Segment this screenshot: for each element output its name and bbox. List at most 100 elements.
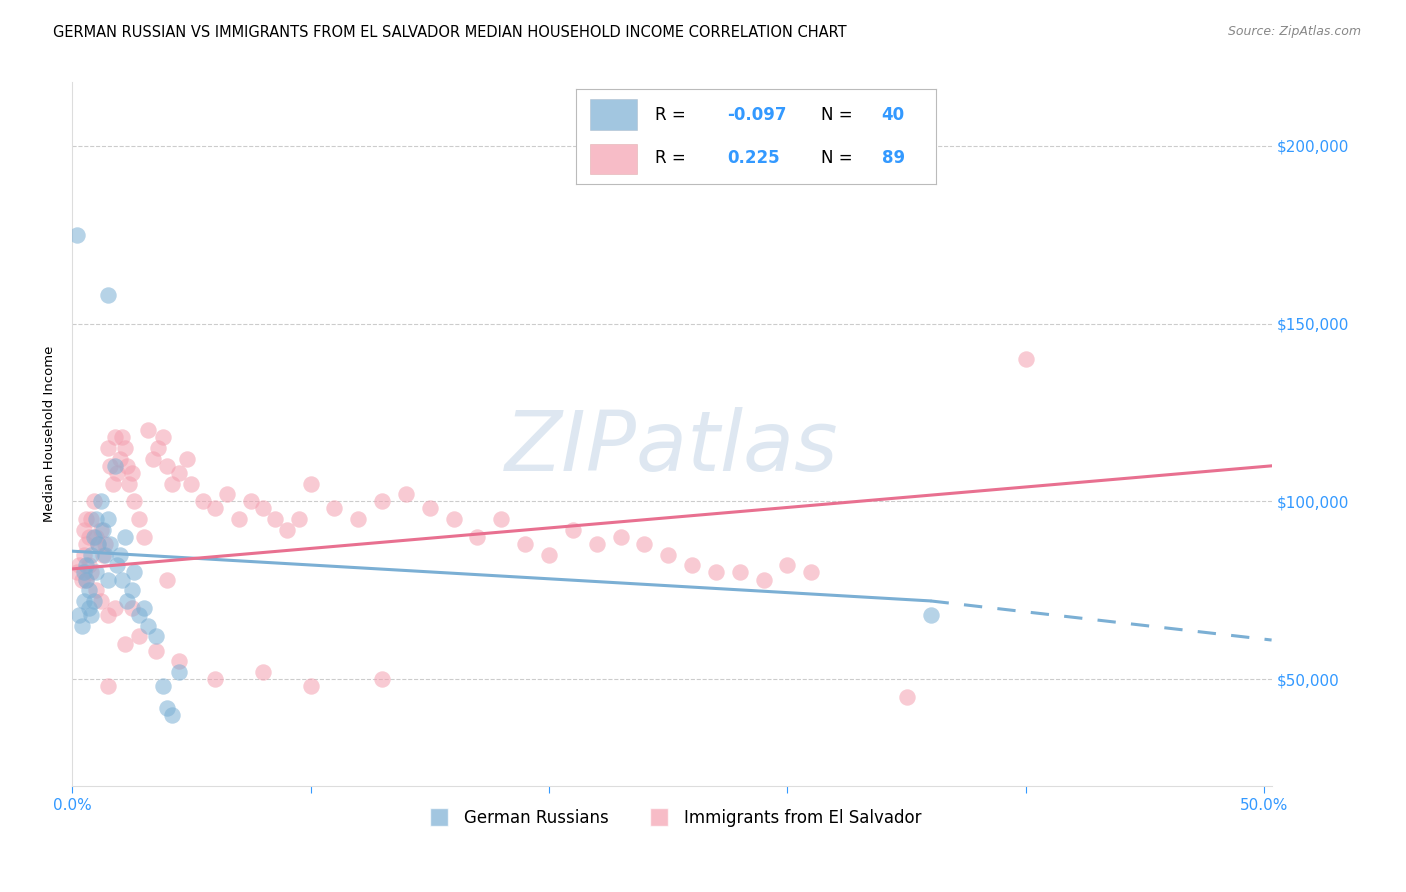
Point	[91, 548, 114, 562]
Point	[128, 630, 150, 644]
Point	[83, 530, 105, 544]
Point	[121, 601, 143, 615]
Point	[162, 707, 184, 722]
Point	[585, 537, 607, 551]
Point	[752, 573, 775, 587]
Point	[1015, 352, 1038, 367]
Point	[138, 423, 160, 437]
Point	[80, 566, 103, 580]
Point	[204, 672, 226, 686]
Point	[104, 458, 127, 473]
Point	[73, 566, 96, 580]
Point	[252, 501, 274, 516]
Point	[73, 548, 96, 562]
Point	[77, 530, 100, 544]
Point	[111, 573, 134, 587]
Point	[633, 537, 655, 551]
Point	[169, 654, 191, 668]
Point	[491, 512, 513, 526]
Point	[87, 537, 110, 551]
Point	[156, 458, 179, 473]
Y-axis label: Median Household Income: Median Household Income	[44, 346, 56, 522]
Point	[920, 608, 942, 623]
Point	[97, 288, 120, 302]
Point	[84, 583, 107, 598]
Point	[145, 630, 167, 644]
Point	[104, 601, 127, 615]
Point	[193, 494, 215, 508]
Point	[75, 512, 97, 526]
Point	[115, 458, 138, 473]
Point	[467, 530, 489, 544]
Point	[114, 530, 136, 544]
Point	[121, 466, 143, 480]
Point	[90, 523, 112, 537]
Point	[73, 523, 96, 537]
Point	[299, 476, 322, 491]
Point	[84, 566, 107, 580]
Point	[77, 601, 100, 615]
Point	[80, 608, 103, 623]
Point	[97, 512, 120, 526]
Point	[98, 537, 121, 551]
Point	[77, 558, 100, 573]
Point	[107, 466, 129, 480]
Point	[66, 566, 89, 580]
Point	[97, 679, 120, 693]
Point	[101, 476, 124, 491]
Point	[108, 548, 131, 562]
Point	[537, 548, 560, 562]
Point	[180, 476, 202, 491]
Point	[66, 227, 89, 242]
Point	[83, 494, 105, 508]
Point	[145, 643, 167, 657]
Point	[97, 441, 120, 455]
Point	[896, 690, 918, 704]
Point	[80, 548, 103, 562]
Point	[323, 501, 346, 516]
Point	[704, 566, 727, 580]
Point	[371, 672, 394, 686]
Point	[152, 430, 174, 444]
Point	[132, 601, 155, 615]
Point	[156, 700, 179, 714]
Point	[287, 512, 309, 526]
Legend: German Russians, Immigrants from El Salvador: German Russians, Immigrants from El Salv…	[416, 803, 928, 834]
Point	[138, 619, 160, 633]
Point	[84, 530, 107, 544]
Point	[91, 523, 114, 537]
Point	[111, 430, 134, 444]
Point	[75, 573, 97, 587]
Point	[347, 512, 370, 526]
Point	[114, 441, 136, 455]
Point	[90, 494, 112, 508]
Point	[70, 573, 93, 587]
Text: Source: ZipAtlas.com: Source: ZipAtlas.com	[1227, 25, 1361, 38]
Point	[80, 512, 103, 526]
Point	[142, 451, 165, 466]
Point	[169, 466, 191, 480]
Point	[252, 665, 274, 679]
Point	[800, 566, 823, 580]
Point	[371, 494, 394, 508]
Point	[128, 512, 150, 526]
Point	[115, 594, 138, 608]
Point	[228, 512, 250, 526]
Point	[263, 512, 285, 526]
Point	[70, 619, 93, 633]
Point	[75, 558, 97, 573]
Point	[114, 637, 136, 651]
Point	[108, 451, 131, 466]
Point	[299, 679, 322, 693]
Point	[276, 523, 298, 537]
Point	[204, 501, 226, 516]
Point	[75, 537, 97, 551]
Point	[162, 476, 184, 491]
Point	[217, 487, 239, 501]
Point	[239, 494, 262, 508]
Point	[395, 487, 418, 501]
Point	[122, 494, 145, 508]
Point	[83, 594, 105, 608]
Point	[419, 501, 441, 516]
Point	[104, 430, 127, 444]
